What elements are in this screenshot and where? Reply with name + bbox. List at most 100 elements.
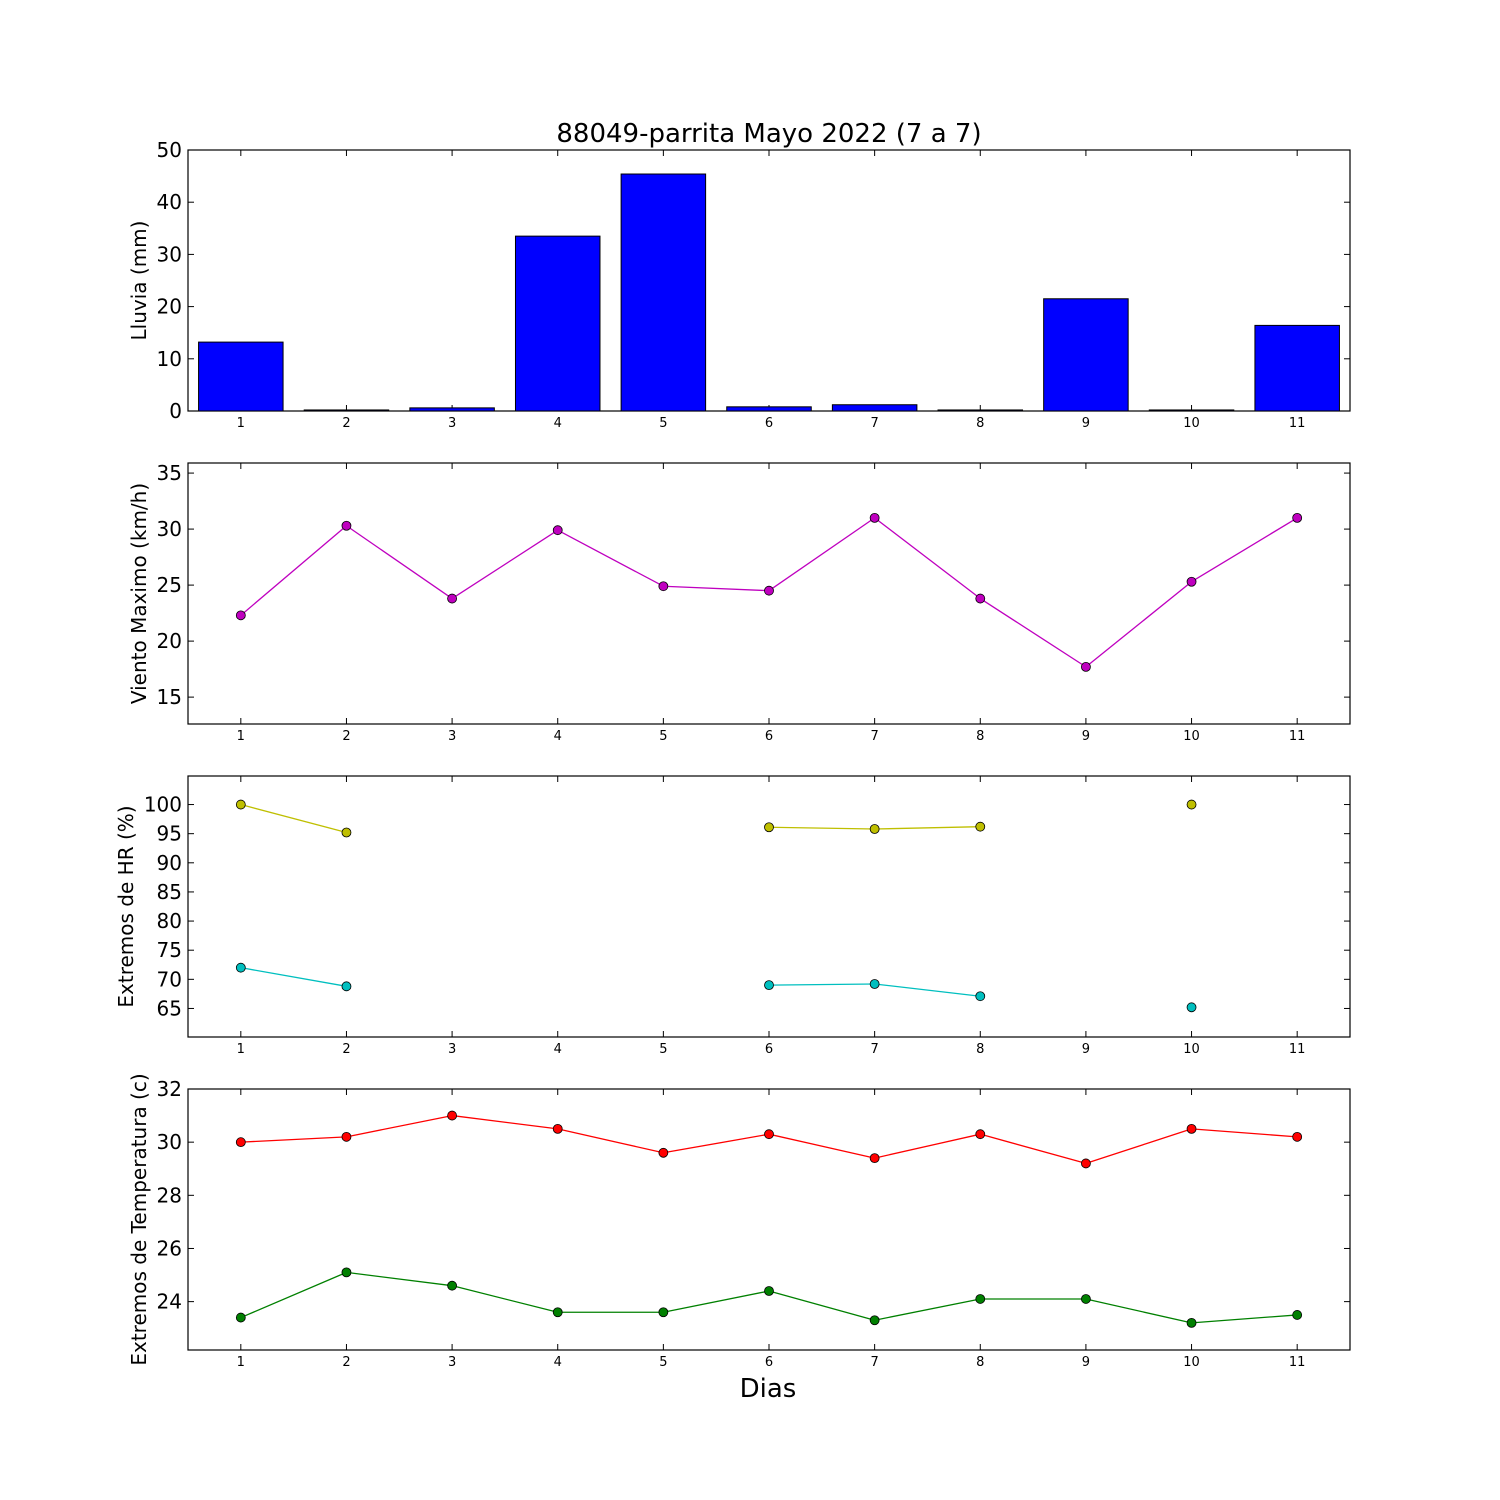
- rain-bar: [198, 341, 284, 412]
- wind-x-tick-label: 6: [765, 729, 773, 744]
- temperature-series-2-line: [346, 1271, 453, 1287]
- wind-x-tick-label: 7: [870, 729, 878, 744]
- chart-title: 88049-parrita Mayo 2022 (7 a 7): [556, 119, 981, 149]
- temperature-series-1-line: [980, 1133, 1087, 1165]
- temperature-series-2-line: [1191, 1314, 1298, 1324]
- rain-y-tick-label: 30: [157, 242, 182, 266]
- temperature-series-1-line: [1191, 1128, 1298, 1138]
- wind-series-1-point: [1186, 576, 1197, 587]
- humidity-y-axis-label: Extremos de HR (%): [114, 805, 138, 1007]
- wind-series-1-line: [557, 529, 664, 587]
- humidity-y-tick-label: 100: [144, 793, 182, 817]
- wind-y-axis-label: Viento Maximo (km/h): [127, 483, 151, 704]
- humidity-plot-frame: [187, 775, 1351, 1038]
- temperature-x-tick-label: 2: [342, 1355, 350, 1370]
- wind-series-1-point: [552, 525, 563, 536]
- rain-plot-frame: [187, 149, 1351, 412]
- humidity-series-2-point: [764, 980, 774, 991]
- temperature-y-tick-label: 32: [157, 1077, 182, 1101]
- humidity-y-tick-label: 70: [157, 967, 182, 991]
- wind-x-tick-label: 2: [342, 729, 350, 744]
- temperature-x-tick-label: 11: [1289, 1355, 1306, 1370]
- temperature-y-tick-label: 30: [157, 1130, 182, 1154]
- humidity-series-2-point: [1186, 1002, 1197, 1013]
- wind-series-1-point: [869, 512, 880, 523]
- temperature-series-1-point: [341, 1131, 352, 1142]
- wind-y-tick-label: 25: [157, 573, 182, 597]
- humidity-series-1-point: [1186, 799, 1197, 810]
- humidity-series-1-line: [240, 803, 347, 834]
- humidity-series-2-point: [341, 981, 352, 992]
- rain-y-tick-label: 50: [157, 138, 182, 162]
- rain-x-tick-label: 1: [237, 416, 245, 431]
- wind-y-tick-label: 30: [157, 517, 182, 541]
- rain-x-tick-label: 9: [1082, 416, 1090, 431]
- temperature-series-2-line: [451, 1285, 558, 1313]
- wind-y-tick-label: 20: [157, 629, 182, 653]
- temperature-series-1-line: [557, 1128, 664, 1154]
- humidity-x-tick-label: 3: [448, 1042, 456, 1057]
- rain-x-tick-label: 8: [976, 416, 984, 431]
- temperature-series-1-point: [658, 1147, 669, 1158]
- temperature-series-2-point: [1186, 1317, 1197, 1328]
- rain-x-tick-label: 5: [659, 416, 667, 431]
- temperature-series-2-line: [663, 1290, 770, 1313]
- temperature-series-1-point: [869, 1153, 880, 1164]
- temperature-series-1-line: [1085, 1128, 1192, 1165]
- humidity-series-2-point: [975, 991, 986, 1002]
- rain-y-tick-label: 40: [157, 190, 182, 214]
- temperature-y-axis-label: Extremos de Temperatura (c): [127, 1073, 151, 1365]
- wind-series-1-line: [874, 517, 981, 600]
- humidity-x-tick-label: 6: [765, 1042, 773, 1057]
- temperature-series-1-point: [447, 1110, 457, 1121]
- temperature-series-1-line: [663, 1133, 770, 1154]
- rain-y-tick-label: 10: [157, 347, 182, 371]
- humidity-y-tick-label: 90: [157, 851, 182, 875]
- temperature-series-2-point: [447, 1280, 457, 1291]
- temperature-series-2-point: [552, 1307, 563, 1318]
- temperature-plot-frame: [187, 1088, 1351, 1351]
- temperature-series-1-point: [764, 1129, 774, 1140]
- wind-series-1-point: [235, 610, 246, 621]
- temperature-series-2-point: [869, 1315, 880, 1326]
- wind-series-1-point: [1081, 661, 1091, 672]
- temperature-series-1-point: [552, 1123, 563, 1134]
- humidity-x-tick-label: 2: [342, 1042, 350, 1057]
- rain-bar: [1254, 324, 1340, 412]
- humidity-series-1-point: [235, 799, 246, 810]
- wind-series-1-line: [240, 525, 347, 616]
- humidity-x-tick-label: 10: [1183, 1042, 1200, 1057]
- rain-x-tick-label: 11: [1289, 416, 1306, 431]
- wind-series-1-point: [447, 593, 457, 604]
- rain-bar: [514, 235, 601, 412]
- rain-y-axis-label: Lluvia (mm): [127, 221, 151, 341]
- temperature-series-2-point: [658, 1307, 669, 1318]
- rain-bar: [1043, 298, 1129, 412]
- temperature-series-2-line: [1085, 1298, 1192, 1324]
- humidity-x-tick-label: 11: [1289, 1042, 1306, 1057]
- temperature-series-2-point: [975, 1294, 986, 1304]
- temperature-series-2-point: [235, 1312, 246, 1323]
- humidity-series-2-line: [874, 983, 981, 997]
- rain-bar: [831, 404, 918, 412]
- wind-x-tick-label: 3: [448, 729, 456, 744]
- x-axis-label: Dias: [740, 1374, 797, 1404]
- temperature-series-1-point: [1292, 1131, 1303, 1142]
- temperature-series-2-line: [874, 1298, 981, 1321]
- humidity-y-tick-label: 85: [157, 880, 182, 904]
- humidity-x-tick-label: 5: [659, 1042, 667, 1057]
- rain-x-tick-label: 4: [554, 416, 562, 431]
- temperature-series-1-line: [874, 1133, 981, 1159]
- rain-bar: [726, 406, 812, 412]
- temperature-x-tick-label: 10: [1183, 1355, 1200, 1370]
- rain-x-tick-label: 10: [1183, 416, 1200, 431]
- humidity-series-2-line: [240, 967, 347, 987]
- rain-x-tick-label: 7: [870, 416, 878, 431]
- temperature-x-tick-label: 8: [976, 1355, 984, 1370]
- wind-series-1-point: [975, 593, 986, 604]
- rain-bar: [620, 173, 707, 412]
- temperature-x-tick-label: 4: [554, 1355, 562, 1370]
